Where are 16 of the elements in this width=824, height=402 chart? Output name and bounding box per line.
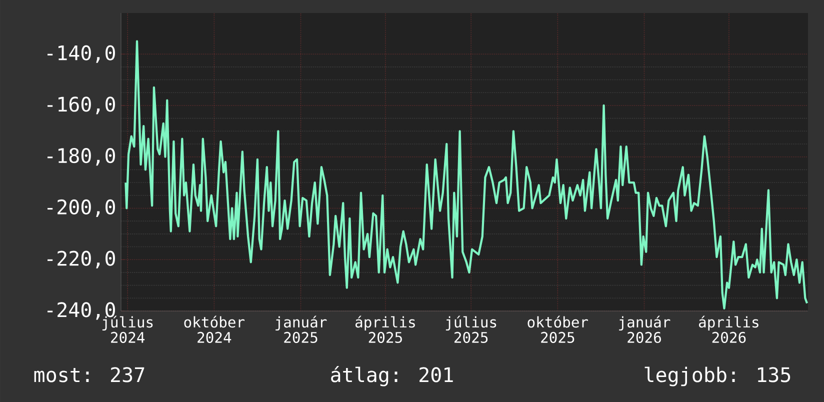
x-tick-label: január 2026	[619, 316, 670, 343]
line-series	[124, 40, 808, 310]
y-tick-label: -140,0	[48, 45, 115, 63]
y-tick-label: -220,0	[48, 250, 115, 268]
text: átlag: 201	[331, 366, 453, 386]
text: legjobb: 135	[644, 366, 790, 386]
x-tick-label: január 2025	[276, 316, 327, 343]
y-tick-label: -160,0	[48, 96, 115, 114]
x-tick-label: július 2025	[446, 316, 496, 343]
x-tick-label: április 2025	[356, 316, 415, 343]
x-tick-label: október 2024	[184, 316, 245, 343]
text: most: 237	[34, 367, 144, 382]
y-tick-label: -180,0	[48, 148, 115, 166]
y-tick-label: -200,0	[48, 199, 115, 218]
x-tick-label: október 2025	[528, 316, 588, 343]
x-tick-label: április 2026	[698, 316, 758, 343]
